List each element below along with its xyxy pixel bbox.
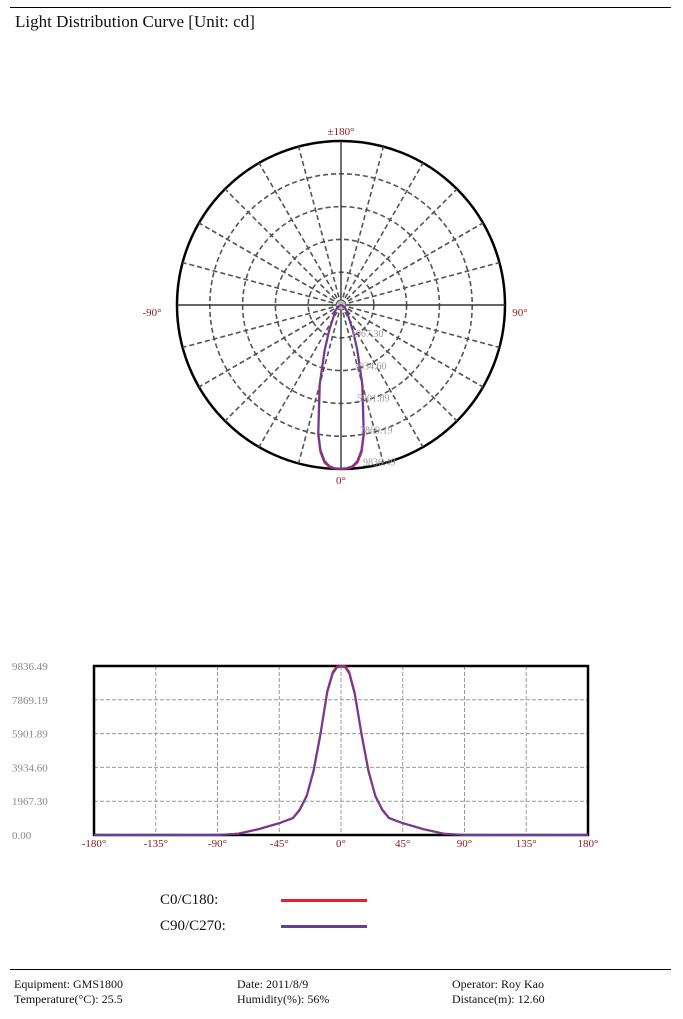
polar-spoke (340, 304, 424, 448)
y-tick-label: 5901.89 (12, 729, 48, 741)
x-tick-label: 135° (516, 838, 537, 850)
legend-swatch-c0-c180 (281, 899, 367, 902)
polar-grid (175, 139, 507, 471)
footer-rule (10, 969, 671, 970)
polar-spoke (340, 304, 484, 388)
line-grid (92, 664, 590, 837)
x-tick-label: 45° (395, 838, 410, 850)
polar-spoke (340, 162, 424, 306)
polar-radial-label: 3934.60 (354, 361, 387, 372)
distance-text: Distance(m): 12.60 (452, 992, 545, 1006)
y-tick-label: 1967.30 (12, 796, 48, 808)
polar-spoke (224, 304, 342, 422)
x-tick-labels: -180° -135° -90° -45° 0° 45° 90° 135° 180° (82, 838, 599, 850)
page-title: Light Distribution Curve [Unit: cd] (15, 12, 255, 31)
line-series (94, 665, 588, 836)
polar-spoke (182, 261, 342, 306)
polar-spoke (340, 146, 385, 306)
polar-spoke (258, 162, 342, 306)
line-series-line (94, 665, 588, 836)
angle-label-left: -90° (142, 307, 161, 319)
footer-col-2: Date: 2011/8/9 Humidity(%): 56% (237, 977, 329, 1007)
polar-radial-label: 1967.30 (351, 329, 384, 340)
footer-col-3: Operator: Roy Kao Distance(m): 12.60 (452, 977, 545, 1007)
legend-label-c0-c180: C0/C180: (160, 892, 219, 908)
polar-spoke (182, 304, 342, 349)
polar-spoke (340, 304, 500, 349)
polar-spoke (198, 304, 342, 388)
equipment-text: Equipment: GMS1800 (14, 977, 124, 991)
legend-swatch-c90-c270 (281, 925, 367, 928)
polar-spoke (224, 188, 342, 306)
polar-radial-label: 9836.49 (363, 458, 396, 469)
x-tick-label: -180° (82, 838, 107, 850)
footer-col-1: Equipment: GMS1800 Temperature(°C): 25.5 (14, 977, 123, 1007)
polar-series-line (317, 304, 365, 470)
polar-radial-label: 7869.19 (360, 426, 393, 437)
y-tick-label: 9836.49 (12, 661, 48, 673)
polar-radial-labels: 1967.30 3934.60 5901.89 7869.19 9836.49 (351, 329, 396, 469)
y-tick-label: 3934.60 (12, 762, 48, 774)
polar-series (317, 304, 365, 470)
humidity-text: Humidity(%): 56% (237, 992, 330, 1006)
top-rule (10, 7, 671, 8)
polar-spoke (297, 146, 342, 306)
x-tick-label: 180° (578, 838, 599, 850)
y-tick-label: 0.00 (12, 830, 32, 842)
angle-label-top: ±180° (328, 126, 355, 138)
x-tick-label: -90° (208, 838, 227, 850)
polar-spoke (340, 188, 458, 306)
x-tick-label: 90° (457, 838, 472, 850)
temperature-text: Temperature(°C): 25.5 (14, 992, 123, 1006)
legend-label-c90-c270: C90/C270: (160, 918, 226, 934)
x-tick-label: 0° (336, 838, 346, 850)
polar-spoke (340, 304, 458, 422)
operator-text: Operator: Roy Kao (452, 977, 544, 991)
polar-radial-label: 5901.89 (357, 393, 390, 404)
angle-label-right: 90° (512, 307, 527, 319)
x-tick-label: -135° (143, 838, 168, 850)
polar-spoke (340, 261, 500, 306)
angle-label-bottom: 0° (336, 475, 346, 487)
polar-spoke (340, 222, 484, 306)
y-tick-labels: 0.00 1967.30 3934.60 5901.89 7869.19 9836.49 (12, 661, 48, 842)
y-tick-label: 7869.19 (12, 695, 48, 707)
x-tick-label: -45° (270, 838, 289, 850)
date-text: Date: 2011/8/9 (237, 977, 309, 991)
polar-spoke (198, 222, 342, 306)
polar-spoke (258, 304, 342, 448)
